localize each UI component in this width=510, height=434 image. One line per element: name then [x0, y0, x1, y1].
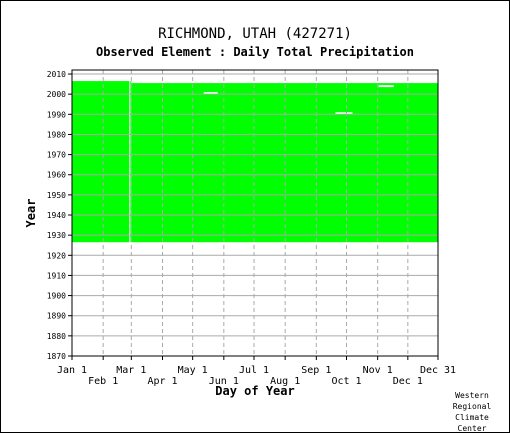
y-tick-label-1880: 1880 — [47, 332, 66, 341]
x-tick-label-213: Aug 1 — [270, 376, 300, 387]
y-tick-label-1890: 1890 — [47, 312, 66, 321]
y-tick-label-1990: 1990 — [47, 110, 66, 119]
x-tick-label-121: May 1 — [178, 365, 208, 376]
gap-mark-1 — [335, 112, 353, 115]
wrcc-credit: Western Regional Climate Center — [452, 391, 492, 433]
y-tick-label-1970: 1970 — [47, 151, 66, 160]
x-axis-label: Day of Year — [215, 384, 294, 398]
x-tick-label-274: Oct 1 — [331, 376, 361, 387]
x-tick-label-91: Apr 1 — [147, 376, 177, 387]
y-tick-label-1870: 1870 — [47, 352, 66, 361]
x-tick-label-1: Jan 1 — [57, 365, 87, 376]
coverage-block-0 — [72, 81, 132, 243]
x-tick-label-152: Jun 1 — [209, 376, 239, 387]
element-title: Observed Element : Daily Total Precipita… — [96, 45, 414, 59]
x-tick-label-365: Dec 31 — [420, 365, 456, 376]
y-axis-label: Year — [24, 199, 38, 228]
y-tick-label-1910: 1910 — [47, 271, 66, 280]
station-title: RICHMOND, UTAH (427271) — [158, 26, 352, 42]
y-tick-label-1930: 1930 — [47, 231, 66, 240]
y-tick-label-1900: 1900 — [47, 292, 66, 301]
y-tick-label-1920: 1920 — [47, 251, 66, 260]
coverage-block-1 — [131, 83, 439, 243]
x-tick-label-182: Jul 1 — [239, 365, 269, 376]
y-tick-label-1960: 1960 — [47, 171, 66, 180]
gap-mark-0 — [203, 92, 218, 95]
y-tick-label-2010: 2010 — [47, 70, 66, 79]
gap-mark-3 — [129, 81, 131, 243]
x-tick-label-32: Feb 1 — [88, 376, 118, 387]
x-tick-label-244: Sep 1 — [301, 365, 331, 376]
y-tick-label-2000: 2000 — [47, 90, 66, 99]
y-tick-label-1940: 1940 — [47, 211, 66, 220]
x-tick-label-60: Mar 1 — [116, 365, 146, 376]
y-tick-label-1980: 1980 — [47, 130, 66, 139]
plot-border — [71, 69, 439, 357]
x-tick-label-305: Nov 1 — [363, 365, 393, 376]
y-tick-label-1950: 1950 — [47, 191, 66, 200]
gap-mark-2 — [378, 85, 394, 88]
x-tick-label-335: Dec 1 — [393, 376, 423, 387]
